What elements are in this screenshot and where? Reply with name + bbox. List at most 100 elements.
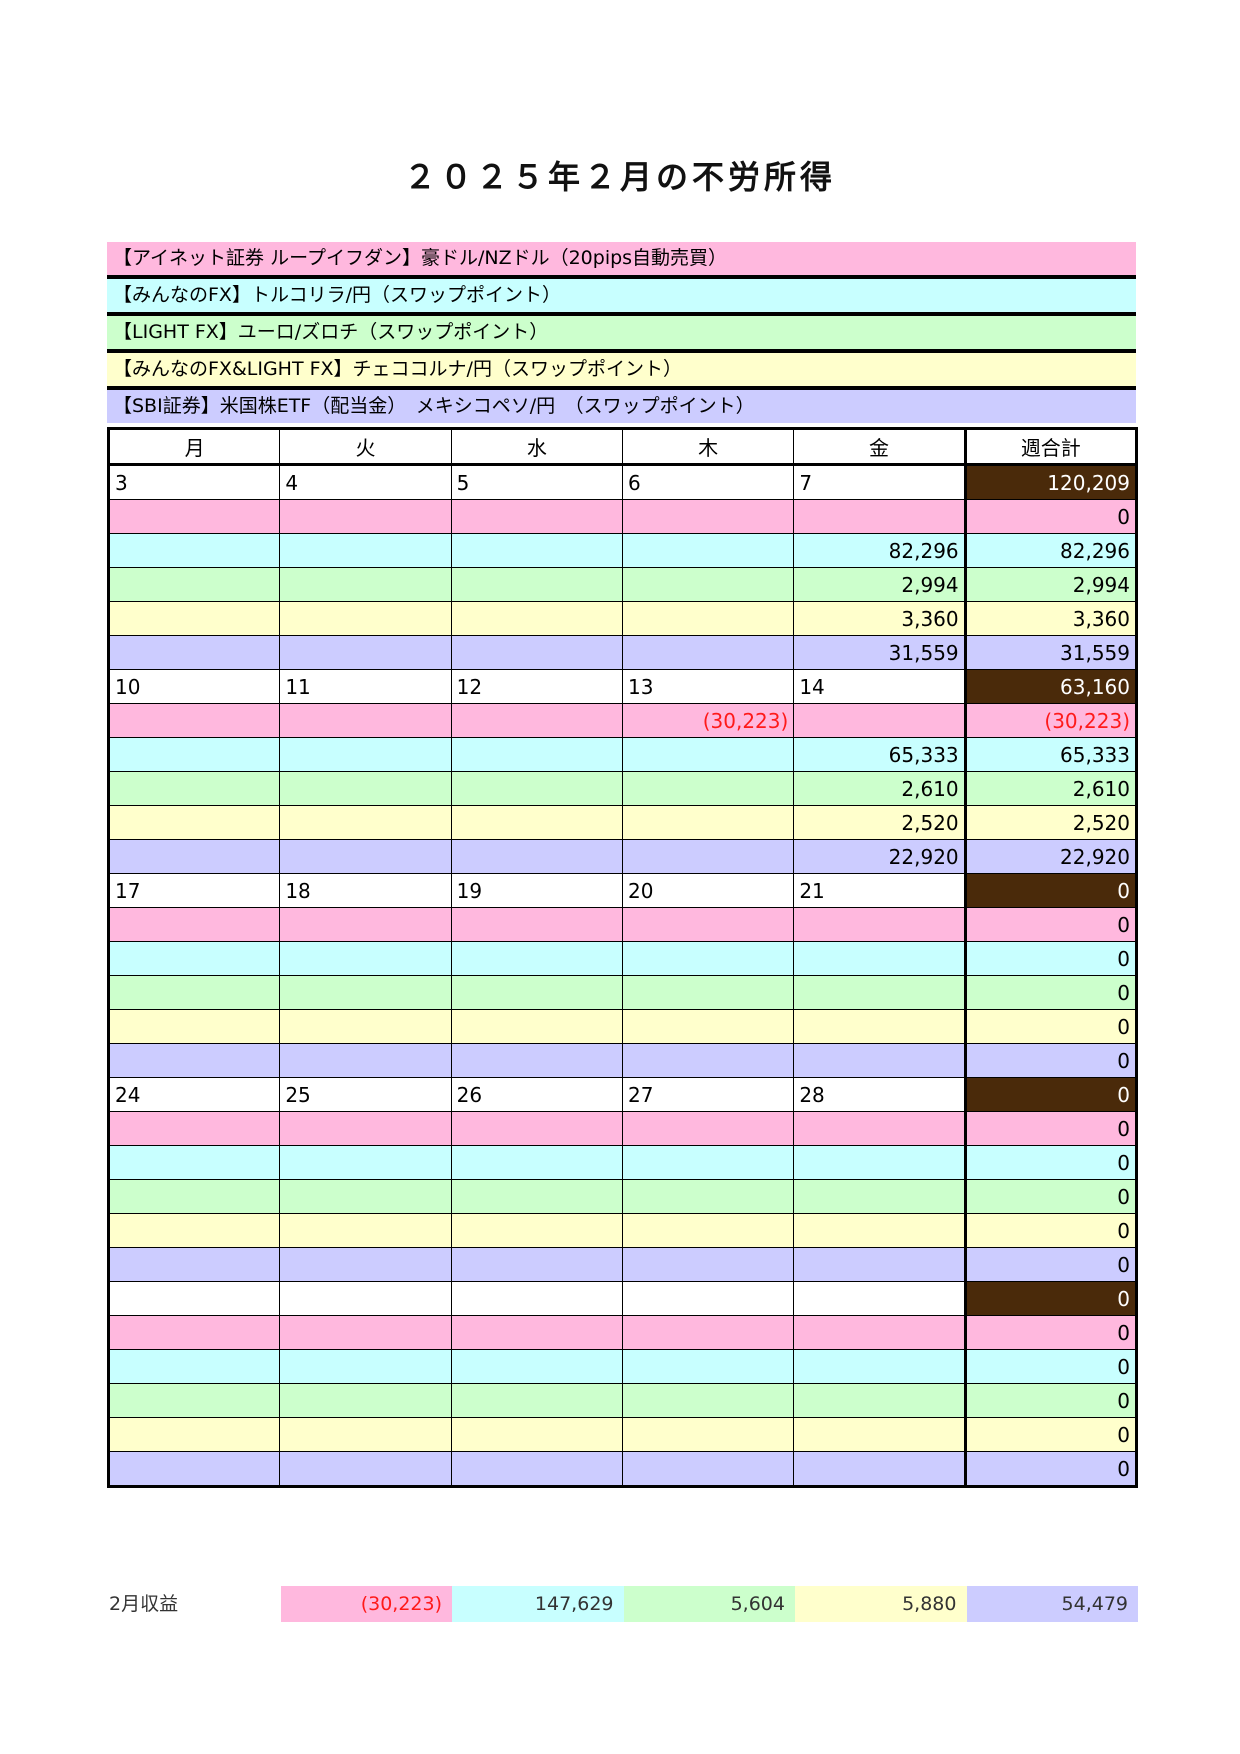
date-cell: 26	[450, 1077, 623, 1112]
amount-cell	[793, 1111, 966, 1146]
amount-cell	[107, 1179, 281, 1214]
amount-cell	[450, 1111, 623, 1146]
category-total-cell: 0	[963, 499, 1138, 534]
legend-minna-fx: 【みんなのFX】トルコリラ/円（スワップポイント）	[107, 279, 1136, 316]
date-cell: 4	[279, 464, 452, 500]
category-row: 82,296 82,296	[107, 533, 1138, 568]
amount-cell	[450, 499, 623, 534]
amount-cell	[107, 1247, 281, 1282]
amount-cell	[450, 1383, 623, 1418]
category-row: 0	[107, 1145, 1138, 1180]
amount-cell	[793, 975, 966, 1010]
amount-cell	[793, 1315, 966, 1350]
category-total-cell: 0	[963, 1315, 1138, 1350]
amount-cell	[107, 499, 281, 534]
amount-cell	[279, 533, 452, 568]
category-total-cell: 0	[963, 1009, 1138, 1044]
date-cell: 13	[621, 669, 795, 704]
amount-cell	[450, 975, 623, 1010]
category-total-cell: 65,333	[963, 737, 1138, 772]
amount-cell	[107, 805, 281, 840]
amount-cell: (30,223)	[621, 703, 795, 738]
amount-cell	[450, 601, 623, 636]
header-week-total: 週合計	[963, 428, 1138, 466]
amount-cell	[621, 1315, 795, 1350]
amount-cell	[107, 1349, 281, 1384]
header-wed: 水	[450, 428, 623, 466]
amount-cell	[621, 1043, 795, 1078]
amount-cell	[450, 1451, 623, 1487]
header-thu: 木	[621, 428, 795, 466]
summary-minna-fx: 147,629	[452, 1586, 624, 1622]
date-cell: 27	[621, 1077, 795, 1112]
amount-cell	[793, 1145, 966, 1180]
date-cell: 25	[279, 1077, 452, 1112]
header-tue: 火	[279, 428, 452, 466]
date-cell: 19	[450, 873, 623, 908]
amount-cell: 82,296	[793, 533, 966, 568]
category-total-cell: 0	[963, 1417, 1138, 1452]
amount-cell: 2,994	[793, 567, 966, 602]
week-date-row: 3 4 5 6 7 120,209	[107, 464, 1138, 500]
amount-cell	[793, 1417, 966, 1452]
category-row: 0	[107, 1247, 1138, 1282]
amount-cell	[107, 941, 281, 976]
amount-cell	[279, 635, 452, 670]
amount-cell	[621, 1349, 795, 1384]
amount-cell	[107, 771, 281, 806]
amount-cell	[279, 941, 452, 976]
amount-cell	[279, 567, 452, 602]
amount-cell	[793, 907, 966, 942]
category-row: 0	[107, 1349, 1138, 1384]
amount-cell	[793, 1383, 966, 1418]
category-total-cell: 0	[963, 1043, 1138, 1078]
amount-cell	[279, 975, 452, 1010]
amount-cell	[621, 1247, 795, 1282]
date-cell	[107, 1281, 281, 1316]
week-date-row: 24 25 26 27 28 0	[107, 1077, 1138, 1112]
amount-cell	[107, 1315, 281, 1350]
amount-cell	[621, 839, 795, 874]
date-cell: 28	[793, 1077, 966, 1112]
calendar-table: 月 火 水 木 金 週合計 3 4 5 6 7 120,209 0 82,296 82,296 2…	[107, 427, 1138, 1488]
category-row: 0	[107, 1213, 1138, 1248]
category-row: 2,610 2,610	[107, 771, 1138, 806]
amount-cell	[107, 1145, 281, 1180]
amount-cell	[279, 839, 452, 874]
date-cell: 11	[279, 669, 452, 704]
amount-cell	[450, 1247, 623, 1282]
date-cell: 20	[621, 873, 795, 908]
legend-light-fx: 【LIGHT FX】ユーロ/ズロチ（スワップポイント）	[107, 316, 1136, 353]
category-total-cell: 22,920	[963, 839, 1138, 874]
legend-loop-ifdone: 【アイネット証券 ループイフダン】豪ドル/NZドル（20pips自動売買）	[107, 242, 1136, 279]
amount-cell	[279, 1043, 452, 1078]
amount-cell	[279, 1213, 452, 1248]
legend-sbi: 【SBI証券】米国株ETF（配当金） メキシコペソ/円 （スワップポイント）	[107, 390, 1136, 423]
date-cell: 5	[450, 464, 623, 500]
amount-cell	[107, 533, 281, 568]
amount-cell: 2,610	[793, 771, 966, 806]
amount-cell	[107, 975, 281, 1010]
amount-cell	[621, 1009, 795, 1044]
amount-cell	[450, 1417, 623, 1452]
category-total-cell: 0	[963, 1383, 1138, 1418]
header-mon: 月	[107, 428, 281, 466]
category-row: 65,333 65,333	[107, 737, 1138, 772]
date-cell	[450, 1281, 623, 1316]
category-row: 0	[107, 1111, 1138, 1146]
category-row: 0	[107, 975, 1138, 1010]
summary-sbi: 54,479	[966, 1586, 1138, 1622]
amount-cell	[107, 635, 281, 670]
amount-cell	[279, 601, 452, 636]
amount-cell	[450, 805, 623, 840]
amount-cell	[279, 1315, 452, 1350]
amount-cell	[279, 1145, 452, 1180]
summary-label: 2月収益	[109, 1593, 179, 1615]
amount-cell	[107, 1009, 281, 1044]
amount-cell	[279, 1179, 452, 1214]
amount-cell	[107, 1043, 281, 1078]
category-row: 0	[107, 1417, 1138, 1452]
category-row: 0	[107, 1043, 1138, 1078]
category-total-cell: 82,296	[963, 533, 1138, 568]
amount-cell	[107, 839, 281, 874]
